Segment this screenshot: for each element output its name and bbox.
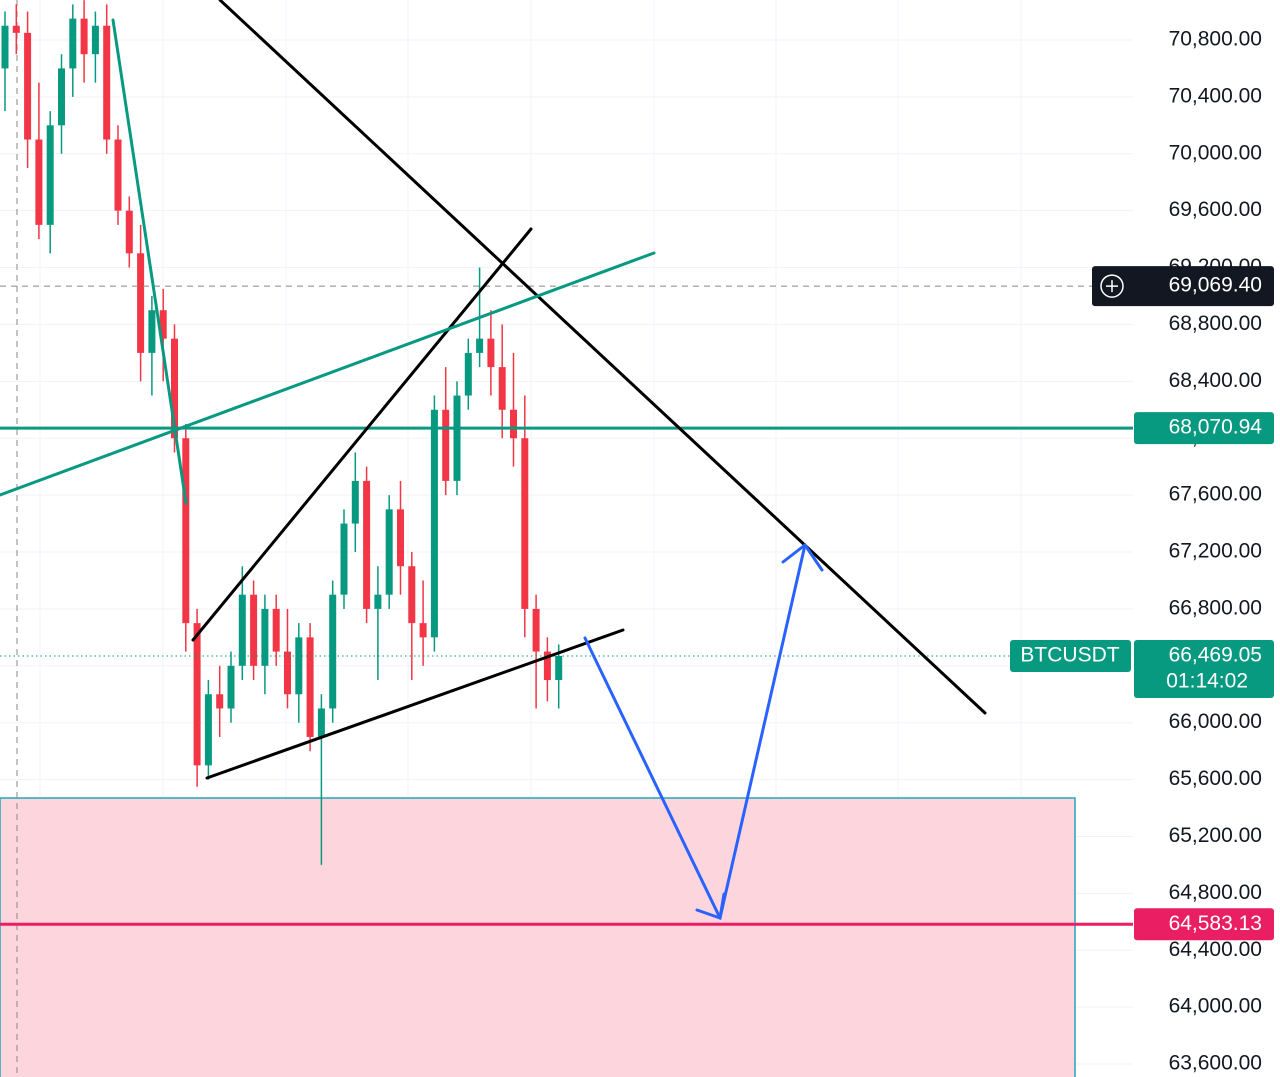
candle-body bbox=[80, 18, 88, 55]
crosshair-tag bbox=[1092, 266, 1274, 307]
crosshair-label: 69,069.40 bbox=[1169, 274, 1262, 297]
y-tick-label: 67,200.00 bbox=[1169, 540, 1262, 563]
candle-body bbox=[510, 409, 517, 439]
candle-body bbox=[408, 566, 416, 624]
candle-body bbox=[216, 694, 224, 709]
candle-body bbox=[58, 68, 65, 126]
candle-body bbox=[284, 651, 291, 695]
y-tick-label: 65,600.00 bbox=[1169, 767, 1262, 790]
candle-body bbox=[46, 125, 54, 225]
y-tick-label: 65,200.00 bbox=[1169, 824, 1262, 847]
candle-body bbox=[521, 438, 529, 609]
symbol-tag bbox=[1010, 639, 1131, 672]
candle-body bbox=[453, 395, 461, 481]
candle-body bbox=[125, 210, 133, 254]
y-tick-label: 70,400.00 bbox=[1169, 84, 1262, 107]
price-lines bbox=[0, 285, 1133, 926]
candle-body bbox=[430, 409, 438, 638]
y-tick-label: 63,600.00 bbox=[1169, 1052, 1262, 1075]
candle-body bbox=[159, 310, 167, 339]
candle-body bbox=[12, 25, 20, 33]
price-tag bbox=[1134, 908, 1274, 941]
candle-body bbox=[498, 367, 506, 410]
candle-body bbox=[363, 480, 371, 609]
candle-body bbox=[464, 352, 472, 396]
price-tag-label: 68,070.94 bbox=[1169, 416, 1263, 439]
drawings bbox=[0, 0, 987, 921]
y-tick-label: 64,400.00 bbox=[1169, 938, 1262, 961]
candle-body bbox=[419, 623, 427, 638]
y-tick-label: 68,400.00 bbox=[1169, 369, 1262, 392]
candle-body bbox=[385, 509, 393, 595]
y-tick-label: 68,800.00 bbox=[1169, 312, 1262, 335]
candle-body bbox=[351, 480, 359, 524]
candle-body bbox=[182, 438, 190, 624]
candle-body bbox=[295, 637, 303, 695]
candle-body bbox=[238, 594, 246, 666]
candle-body bbox=[317, 708, 325, 737]
plus-icon bbox=[1106, 280, 1118, 293]
y-tick-label: 66,800.00 bbox=[1169, 596, 1262, 619]
candle-body bbox=[532, 608, 540, 652]
candle-body bbox=[306, 637, 314, 737]
vertical-grid bbox=[39, 0, 1022, 1077]
candle-body bbox=[272, 608, 280, 652]
candle-body bbox=[442, 409, 450, 481]
candle-body bbox=[35, 139, 43, 225]
countdown-label: 01:14:02 bbox=[1166, 670, 1248, 693]
candle-body bbox=[1, 25, 9, 69]
y-tick-label: 70,000.00 bbox=[1169, 141, 1262, 164]
candle-body bbox=[374, 594, 382, 609]
candles bbox=[1, 0, 563, 865]
price-tags: 69,069.40 68,070.94 64,583.13 BTCUSDT 66,469… bbox=[1010, 266, 1274, 941]
candle-body bbox=[24, 32, 32, 140]
symbol-label: BTCUSDT bbox=[1020, 644, 1119, 667]
candle-body bbox=[543, 651, 551, 681]
candle-body bbox=[261, 608, 269, 666]
last-price-tag bbox=[1134, 639, 1274, 698]
candle-body bbox=[476, 338, 484, 353]
candle-body bbox=[555, 655, 563, 681]
y-tick-label: 67,600.00 bbox=[1169, 483, 1262, 506]
candle-body bbox=[137, 253, 145, 353]
candle-body bbox=[227, 665, 235, 709]
y-tick-label: 64,000.00 bbox=[1169, 995, 1262, 1018]
demand-zone bbox=[0, 797, 1076, 1077]
last-price-label: 66,469.05 bbox=[1169, 644, 1262, 667]
price-tag bbox=[1134, 412, 1274, 445]
price-tag-label: 64,583.13 bbox=[1169, 912, 1262, 935]
y-tick-label: 66,000.00 bbox=[1169, 710, 1262, 733]
candle-body bbox=[91, 25, 99, 55]
candle-body bbox=[114, 139, 122, 211]
plus-icon bbox=[1100, 274, 1124, 298]
candle-body bbox=[487, 338, 495, 368]
candle-body bbox=[103, 25, 111, 140]
candle-body bbox=[340, 523, 348, 595]
candle-body bbox=[69, 18, 77, 69]
candle-body bbox=[204, 694, 212, 766]
candle-body bbox=[171, 338, 178, 439]
candle-body bbox=[148, 310, 156, 353]
y-tick-label: 70,800.00 bbox=[1169, 28, 1262, 51]
y-tick-label: 64,800.00 bbox=[1169, 881, 1262, 904]
price-axis bbox=[1133, 0, 1280, 1077]
y-tick-label: 69,600.00 bbox=[1169, 198, 1262, 221]
candle-body bbox=[397, 509, 404, 567]
candle-body bbox=[329, 594, 337, 709]
candle-body bbox=[250, 594, 258, 666]
candle-body bbox=[193, 623, 201, 766]
